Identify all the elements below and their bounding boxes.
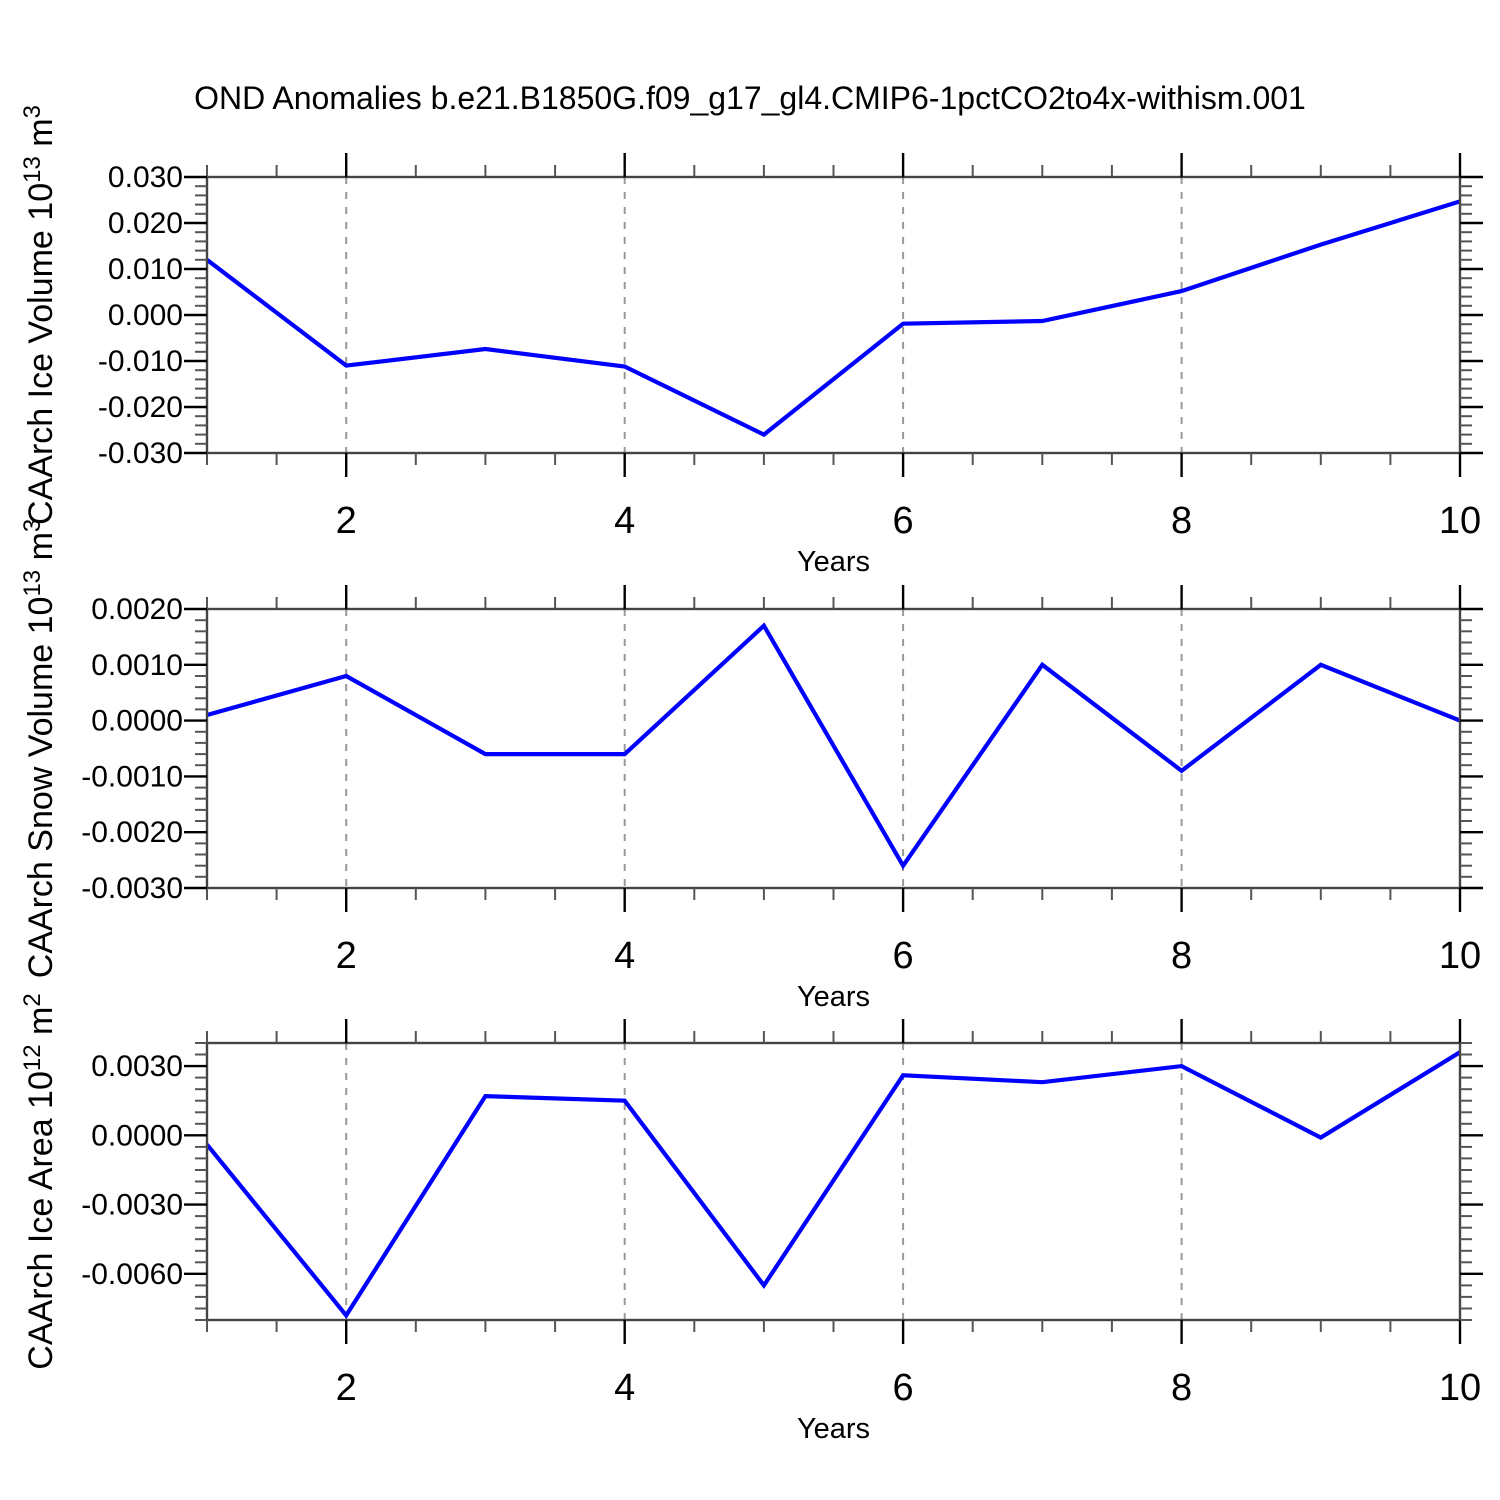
- figure-title: OND Anomalies b.e21.B1850G.f09_g17_gl4.C…: [194, 80, 1306, 116]
- data-line-ice-area: [205, 1050, 1462, 1319]
- y-tick-label: 0.0030: [91, 1050, 183, 1083]
- x-axis-title: Years: [797, 1413, 870, 1445]
- y-axis-title: CAArch Snow Volume 1013 m3: [19, 519, 60, 979]
- y-axis-title: CAArch Ice Volume 1013 m3: [19, 105, 60, 525]
- x-tick-label: 4: [614, 935, 635, 977]
- x-tick-label: 8: [1171, 1367, 1192, 1409]
- x-tick-label: 2: [336, 935, 357, 977]
- y-tick-label: 0.0020: [91, 593, 183, 626]
- x-tick-label: 8: [1171, 500, 1192, 542]
- x-axis-title: Years: [797, 546, 870, 578]
- y-tick-label: -0.0060: [81, 1258, 183, 1291]
- y-tick-label: -0.0030: [81, 1189, 183, 1222]
- chart-ice-area: 2 4 6 8 10 0.0030 0.0000 -0.0030 -0.0060 Years CAA…: [19, 993, 1483, 1445]
- x-tick-label: 6: [893, 935, 914, 977]
- y-tick-label: -0.0010: [81, 760, 183, 793]
- chart-snow-volume: 2 4 6 8 10 0.0020 0.0010 0.0000 -0.0010 -0.0020 -0…: [19, 519, 1483, 1013]
- x-tick-label: 4: [614, 500, 635, 542]
- y-tick-label: 0.0010: [91, 649, 183, 682]
- plot-frame: [205, 175, 1462, 455]
- x-tick-label: 2: [336, 1367, 357, 1409]
- x-tick-label: 6: [893, 1367, 914, 1409]
- data-line-ice-volume: [205, 199, 1461, 438]
- y-axis-title: CAArch Ice Area 1012 m2: [19, 993, 60, 1369]
- data-line-snow-volume: [206, 622, 1461, 870]
- chart-ice-volume: 2 4 6 8 10 0.030 0.020 0.010 0.000 -0.010 -0.020 -0…: [19, 105, 1483, 578]
- y-tick-label: 0.0000: [91, 1119, 183, 1152]
- y-tick-label: -0.020: [98, 391, 183, 424]
- x-tick-label: 2: [336, 500, 357, 542]
- y-tick-label: -0.0020: [81, 816, 183, 849]
- y-tick-label: -0.010: [98, 345, 183, 378]
- x-tick-label: 10: [1439, 500, 1481, 542]
- y-tick-label: 0.030: [108, 161, 183, 194]
- x-tick-label: 10: [1439, 935, 1481, 977]
- y-tick-label: -0.0030: [81, 872, 183, 905]
- y-tick-label: 0.010: [108, 253, 183, 286]
- y-tick-label: 0.0000: [91, 705, 183, 738]
- y-tick-label: 0.000: [108, 299, 183, 332]
- x-tick-label: 6: [893, 500, 914, 542]
- x-tick-label: 10: [1439, 1367, 1481, 1409]
- y-tick-label: 0.020: [108, 207, 183, 240]
- y-tick-label: -0.030: [98, 437, 183, 470]
- x-tick-label: 8: [1171, 935, 1192, 977]
- x-tick-label: 4: [614, 1367, 635, 1409]
- x-axis-title: Years: [797, 981, 870, 1013]
